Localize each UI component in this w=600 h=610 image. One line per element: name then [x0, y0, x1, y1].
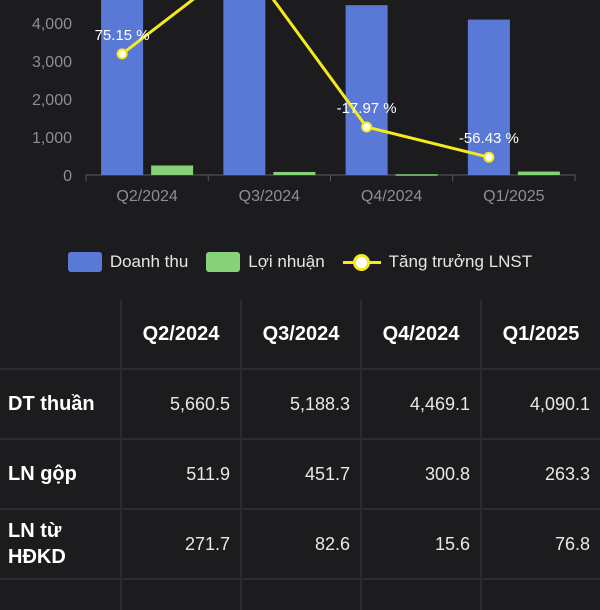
table-cell: 82.6 — [242, 510, 360, 578]
legend-label: Doanh thu — [109, 252, 189, 271]
x-tick-label: Q3/2024 — [239, 188, 300, 205]
table-cell: 4,469.1 — [362, 370, 480, 438]
growth-data-label: -56.43 % — [459, 130, 519, 147]
legend-label: Lợi nhuận — [248, 252, 325, 271]
table-cell: 300.8 — [362, 440, 480, 508]
x-tick-label: Q2/2024 — [116, 188, 177, 205]
revenue-bar — [345, 5, 388, 176]
column-header: Q4/2024 — [362, 300, 480, 368]
combo-chart: 0 1,000 2,000 3,000 4,000 Q2/2024 Q3/2024 Q4/20… — [32, 0, 576, 205]
profit-bar — [395, 174, 438, 176]
y-tick-label: 1,000 — [32, 130, 72, 147]
y-tick-label: 2,000 — [32, 92, 72, 109]
table-cell: 5,660.5 — [122, 370, 240, 438]
row-label: DT thuần — [0, 370, 120, 438]
revenue-swatch — [67, 252, 102, 272]
y-tick-label: 3,000 — [32, 54, 72, 71]
revenue-bar — [223, 0, 266, 175]
growth-point — [116, 48, 128, 60]
financial-table: Q2/2024 Q3/2024 Q4/2024 Q1/2025 DT thuần… — [0, 300, 600, 610]
row-label: LN gộp — [0, 440, 120, 508]
growth-data-label: 75.15 % — [95, 27, 150, 44]
revenue-bar — [467, 19, 510, 175]
table-cell: 4,090.1 — [482, 370, 600, 438]
table-cell: 76.8 — [482, 510, 600, 578]
table-cell-empty — [122, 580, 240, 610]
growth-point — [361, 121, 373, 133]
y-tick-label: 0 — [63, 168, 72, 185]
column-header: Q2/2024 — [122, 300, 240, 368]
legend-label: Tăng trưởng LNST — [388, 252, 533, 271]
growth-line-swatch — [342, 252, 381, 272]
table-cell: 263.3 — [482, 440, 600, 508]
x-tick-label: Q4/2024 — [361, 188, 422, 205]
table-cell: 15.6 — [362, 510, 480, 578]
table-cell: 271.7 — [122, 510, 240, 578]
y-tick-label: 4,000 — [32, 16, 72, 33]
table-corner — [0, 300, 120, 368]
profit-bar — [517, 171, 560, 175]
x-tick-label: Q1/2025 — [483, 188, 544, 205]
row-label: LN từ HĐKD — [0, 510, 120, 578]
chart-area: 0 1,000 2,000 3,000 4,000 Q2/2024 Q3/2024 Q4/20… — [0, 0, 600, 240]
legend-item-profit[interactable]: Lợi nhuận — [206, 252, 325, 272]
table-cell-empty — [362, 580, 480, 610]
profit-bar — [273, 171, 316, 175]
growth-point — [483, 151, 495, 163]
legend-item-growth[interactable]: Tăng trưởng LNST — [342, 252, 533, 272]
table-cell-empty — [242, 580, 360, 610]
table-cell: 511.9 — [122, 440, 240, 508]
revenue-bar — [101, 0, 144, 175]
table-cell: 5,188.3 — [242, 370, 360, 438]
column-header: Q1/2025 — [482, 300, 600, 368]
profit-bar — [151, 165, 194, 175]
table-cell: 451.7 — [242, 440, 360, 508]
table-cell-empty — [482, 580, 600, 610]
profit-swatch — [206, 252, 241, 272]
column-header: Q3/2024 — [242, 300, 360, 368]
legend-item-revenue[interactable]: Doanh thu — [67, 252, 189, 272]
growth-line — [121, 0, 490, 159]
table-cell-empty — [0, 580, 120, 610]
chart-legend: Doanh thu Lợi nhuận Tăng trưởng LNST — [0, 246, 600, 278]
growth-data-label: -17.97 % — [337, 100, 397, 117]
